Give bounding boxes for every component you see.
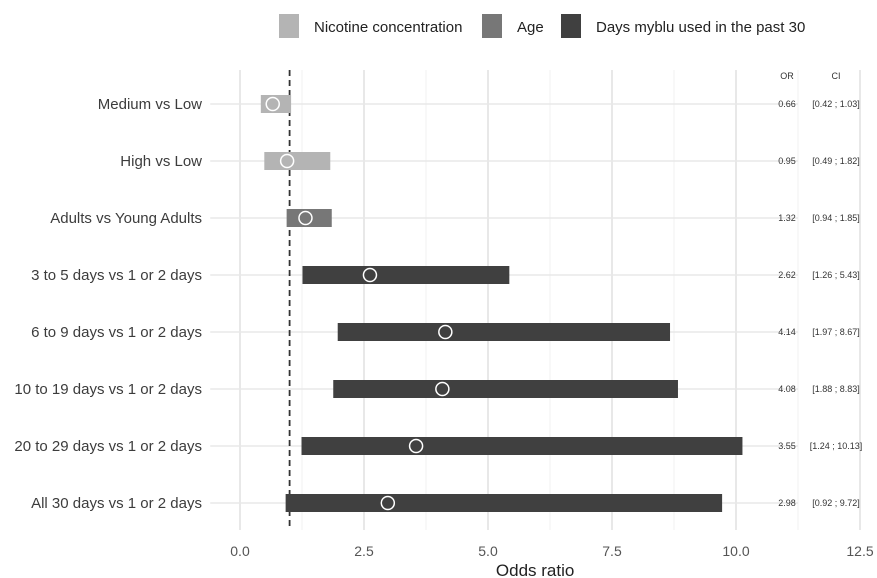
legend: Nicotine concentration Age Days myblu used…	[279, 14, 805, 38]
or-point	[265, 96, 280, 112]
ci-value: [0.42 ; 1.03]	[812, 99, 860, 109]
category-label: 20 to 29 days vs 1 or 2 days	[14, 438, 202, 455]
x-tick-label: 2.5	[354, 543, 374, 559]
or-ci-table: OR CI 0.66 [0.42 ; 1.03] 0.95 [0.49 ; 1.82]…	[778, 71, 862, 508]
x-tick-labels: 0.0 2.5 5.0 7.5 10.0 12.5	[230, 543, 874, 559]
or-points	[265, 96, 453, 511]
ci-value: [1.26 ; 5.43]	[812, 270, 860, 280]
x-tick-label: 0.0	[230, 543, 250, 559]
or-column-header: OR	[780, 71, 794, 81]
or-value: 3.55	[778, 441, 796, 451]
category-label: 3 to 5 days vs 1 or 2 days	[31, 267, 202, 284]
ci-bar	[333, 380, 678, 398]
ci-bar	[286, 209, 332, 227]
category-label: All 30 days vs 1 or 2 days	[31, 495, 202, 512]
ci-value: [0.92 ; 9.72]	[812, 498, 860, 508]
or-value: 2.98	[778, 498, 796, 508]
ci-bar	[264, 152, 331, 170]
ci-bars	[260, 95, 743, 512]
ci-value: [0.94 ; 1.85]	[812, 213, 860, 223]
or-point	[435, 381, 450, 397]
or-point	[279, 153, 295, 169]
category-labels: Medium vs Low High vs Low Adults vs Young …	[14, 96, 202, 512]
or-point	[438, 324, 453, 340]
x-tick-label: 12.5	[846, 543, 873, 559]
x-tick-label: 7.5	[602, 543, 622, 559]
or-value: 0.95	[778, 156, 796, 166]
ci-bar	[302, 266, 510, 284]
category-label: Adults vs Young Adults	[50, 210, 202, 227]
legend-swatch	[561, 14, 581, 38]
x-tick-label: 5.0	[478, 543, 498, 559]
ci-column-header: CI	[832, 71, 841, 81]
category-label: 6 to 9 days vs 1 or 2 days	[31, 324, 202, 341]
category-label: Medium vs Low	[98, 96, 202, 113]
legend-swatch	[482, 14, 502, 38]
or-value: 2.62	[778, 270, 796, 280]
or-point	[408, 438, 424, 454]
or-value: 1.32	[778, 213, 796, 223]
legend-label: Age	[517, 19, 544, 36]
or-point	[380, 495, 396, 511]
or-point	[362, 267, 378, 283]
or-point	[298, 210, 313, 226]
ci-value: [0.49 ; 1.82]	[812, 156, 860, 166]
or-value: 0.66	[778, 99, 796, 109]
category-label: 10 to 19 days vs 1 or 2 days	[14, 381, 202, 398]
category-label: High vs Low	[120, 153, 202, 170]
ci-value: [1.97 ; 8.67]	[812, 327, 860, 337]
ci-bar	[285, 494, 723, 512]
ci-value: [1.88 ; 8.83]	[812, 384, 860, 394]
legend-label: Days myblu used in the past 30	[596, 19, 805, 36]
legend-swatch	[279, 14, 299, 38]
ci-bar	[301, 437, 743, 455]
ci-value: [1.24 ; 10.13]	[810, 441, 863, 451]
grid-lines	[210, 70, 861, 530]
or-value: 4.14	[778, 327, 796, 337]
or-value: 4.08	[778, 384, 796, 394]
ci-bar	[337, 323, 671, 341]
x-axis-title: Odds ratio	[496, 561, 574, 578]
x-tick-label: 10.0	[722, 543, 749, 559]
legend-label: Nicotine concentration	[314, 19, 462, 36]
